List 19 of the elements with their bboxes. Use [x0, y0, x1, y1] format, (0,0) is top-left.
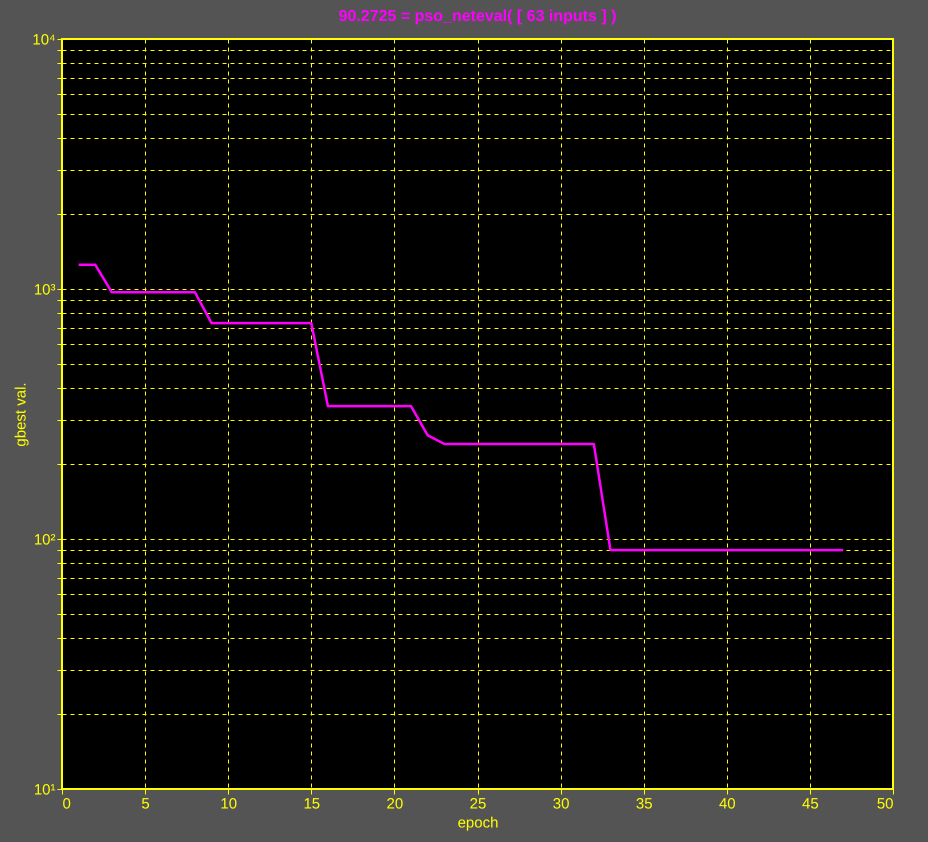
line-series	[77, 264, 844, 552]
x-tick-label: 25	[470, 796, 486, 812]
x-tick-label: 15	[303, 796, 320, 812]
chart-title: 90.2725 = pso_neteval( [ 63 inputs ] )	[338, 8, 616, 25]
y-tick-label: 10²	[34, 532, 56, 548]
x-tick-label: 10	[220, 796, 238, 812]
x-tick-label: 20	[386, 796, 404, 812]
x-tick-label: 40	[718, 796, 736, 812]
x-tick-label: 30	[552, 796, 570, 812]
x-tick-label: 5	[141, 796, 150, 812]
x-tick-label: 35	[636, 796, 653, 812]
x-tick-label: 0	[62, 796, 71, 812]
y-tick-label: 10¹	[34, 782, 56, 798]
x-axis-title: epoch	[458, 814, 498, 832]
y-tick-label: 10³	[34, 282, 56, 298]
y-tick-label: 10⁴	[32, 32, 56, 48]
x-tick-label: 45	[802, 796, 819, 812]
y-axis-title: gbest val.	[12, 382, 30, 447]
x-tick-label: 50	[876, 796, 894, 812]
